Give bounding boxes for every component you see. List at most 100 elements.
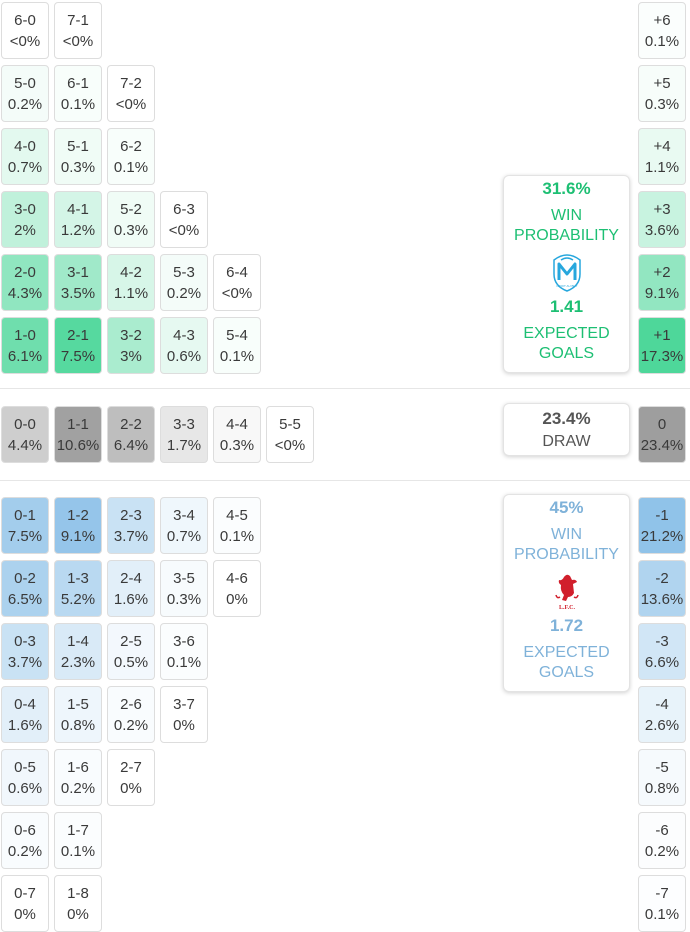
home-score-cell: 6-0 <0% [1, 2, 49, 59]
score-label: 6-1 [67, 74, 89, 92]
home-draw-divider [0, 388, 690, 389]
score-label: 6-0 [14, 11, 36, 29]
score-label: -6 [655, 821, 669, 839]
away-score-cell: 0-6 0.2% [1, 812, 49, 869]
draw-margin-cell: 0 23.4% [638, 406, 686, 463]
score-label: +4 [653, 137, 671, 155]
home-margin-cell: +3 3.6% [638, 191, 686, 248]
score-label: 3-5 [173, 569, 195, 587]
away-win-probability: 45% [549, 498, 584, 517]
home-score-cell: 2-0 4.3% [1, 254, 49, 311]
home-score-cell: 2-1 7.5% [54, 317, 102, 374]
score-probability: 17.3% [640, 347, 684, 365]
score-label: 5-1 [67, 137, 89, 155]
away-score-cell: 1-4 2.3% [54, 623, 102, 680]
score-probability: <0% [221, 284, 253, 302]
score-probability: 0.3% [166, 590, 202, 608]
score-label: +6 [653, 11, 671, 29]
score-probability: 0.3% [60, 158, 96, 176]
score-label: 1-1 [67, 415, 89, 433]
home-score-cell: 5-3 0.2% [160, 254, 208, 311]
home-win-probability: 31.6% [542, 179, 591, 198]
score-probability: 0.1% [166, 653, 202, 671]
score-probability: <0% [168, 221, 200, 239]
score-probability: 2.3% [60, 653, 96, 671]
score-label: -1 [655, 506, 669, 524]
home-logo-text: DROIT AU BUT [556, 284, 577, 288]
away-score-cell: 1-8 0% [54, 875, 102, 932]
away-score-cell: 0-7 0% [1, 875, 49, 932]
away-score-cell: 2-5 0.5% [107, 623, 155, 680]
score-probability: 0.2% [113, 716, 149, 734]
away-score-cell: 2-4 1.6% [107, 560, 155, 617]
away-score-cell: 3-4 0.7% [160, 497, 208, 554]
away-score-cell: 3-5 0.3% [160, 560, 208, 617]
away-score-cell: 3-6 0.1% [160, 623, 208, 680]
score-probability: <0% [9, 32, 41, 50]
score-label: 5-5 [279, 415, 301, 433]
score-probability: 0% [67, 905, 89, 923]
away-score-cell: 0-4 1.6% [1, 686, 49, 743]
score-probability: 6.4% [113, 436, 149, 454]
home-score-cell: 4-2 1.1% [107, 254, 155, 311]
score-probability: 0.3% [113, 221, 149, 239]
score-probability: 0.6% [7, 779, 43, 797]
home-score-cell: 7-2 <0% [107, 65, 155, 122]
score-label: 0-1 [14, 506, 36, 524]
away-score-cell: 0-1 7.5% [1, 497, 49, 554]
home-score-cell: 5-0 0.2% [1, 65, 49, 122]
score-label: 0 [657, 415, 667, 433]
away-score-cell: 4-5 0.1% [213, 497, 261, 554]
score-probability: 0.2% [644, 842, 680, 860]
score-probability: 3.6% [644, 221, 680, 239]
home-margin-cell: +6 0.1% [638, 2, 686, 59]
score-label: 0-6 [14, 821, 36, 839]
away-margin-cell: -4 2.6% [638, 686, 686, 743]
score-probability: 1.1% [644, 158, 680, 176]
home-score-cell: 7-1 <0% [54, 2, 102, 59]
score-probability: <0% [274, 436, 306, 454]
score-probability: 10.6% [56, 436, 100, 454]
score-label: 3-6 [173, 632, 195, 650]
score-probability: 0.1% [60, 95, 96, 113]
score-probability: 6.1% [7, 347, 43, 365]
away-score-cell: 2-3 3.7% [107, 497, 155, 554]
score-label: -5 [655, 758, 669, 776]
score-label: 3-0 [14, 200, 36, 218]
score-label: 3-4 [173, 506, 195, 524]
home-score-cell: 6-4 <0% [213, 254, 261, 311]
score-label: 1-0 [14, 326, 36, 344]
home-score-cell: 3-2 3% [107, 317, 155, 374]
home-margin-cell: +5 0.3% [638, 65, 686, 122]
draw-card: 23.4% DRAW [503, 403, 630, 456]
home-score-cell: 1-0 6.1% [1, 317, 49, 374]
score-probability: 9.1% [60, 527, 96, 545]
score-probability: 0.8% [60, 716, 96, 734]
draw-score-cell: 3-3 1.7% [160, 406, 208, 463]
score-probability: 1.6% [7, 716, 43, 734]
home-xg-label-line1: EXPECTED [523, 325, 610, 342]
home-win-label-line1: WIN [550, 207, 583, 224]
away-score-cell: 1-5 0.8% [54, 686, 102, 743]
score-probability: 1.2% [60, 221, 96, 239]
away-score-cell: 1-6 0.2% [54, 749, 102, 806]
home-score-cell: 4-1 1.2% [54, 191, 102, 248]
score-probability: 0% [14, 905, 36, 923]
home-score-cell: 3-0 2% [1, 191, 49, 248]
home-score-cell: 6-2 0.1% [107, 128, 155, 185]
score-probability: 0% [173, 716, 195, 734]
home-margin-cell: +4 1.1% [638, 128, 686, 185]
away-score-cell: 0-5 0.6% [1, 749, 49, 806]
score-probability: 6.5% [7, 590, 43, 608]
score-label: 4-0 [14, 137, 36, 155]
score-probability: <0% [62, 32, 94, 50]
score-probability: 2.6% [644, 716, 680, 734]
away-score-cell: 2-6 0.2% [107, 686, 155, 743]
away-score-cell: 0-2 6.5% [1, 560, 49, 617]
score-label: 0-2 [14, 569, 36, 587]
score-label: 7-2 [120, 74, 142, 92]
score-label: 2-2 [120, 415, 142, 433]
home-score-cell: 4-0 0.7% [1, 128, 49, 185]
draw-away-divider [0, 480, 690, 481]
score-label: -4 [655, 695, 669, 713]
